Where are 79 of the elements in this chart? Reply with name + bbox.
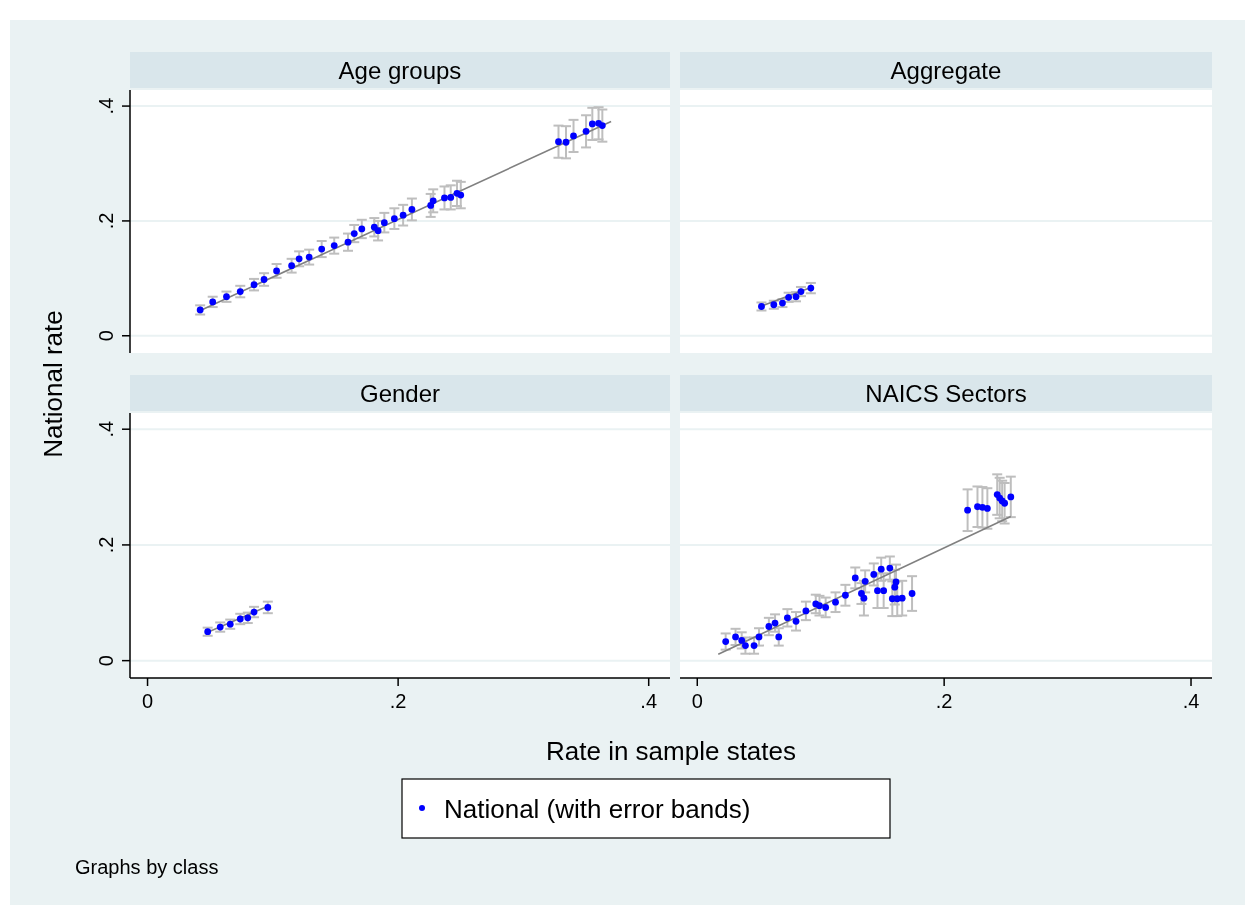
point xyxy=(742,642,749,649)
point xyxy=(441,194,448,202)
y-axis-title: National rate xyxy=(38,310,68,458)
point xyxy=(399,211,407,219)
point xyxy=(295,255,303,263)
point xyxy=(305,253,313,261)
point xyxy=(822,604,830,611)
point xyxy=(870,571,878,578)
chart-title: Aggregate xyxy=(890,57,1002,84)
point xyxy=(816,602,823,610)
x-tick-label: .2 xyxy=(389,690,407,712)
point xyxy=(908,590,916,597)
point xyxy=(264,604,272,611)
point xyxy=(783,614,791,622)
chart-title: Gender xyxy=(359,380,441,407)
point xyxy=(447,193,455,201)
point xyxy=(588,120,596,128)
point xyxy=(765,623,773,630)
chart-title: Age groups xyxy=(338,57,462,84)
point xyxy=(429,197,437,205)
point xyxy=(842,591,849,599)
y-tick-label: .4 xyxy=(95,97,117,115)
point xyxy=(555,138,562,146)
point xyxy=(792,617,800,625)
point xyxy=(860,594,868,602)
point xyxy=(983,505,991,512)
point xyxy=(738,636,746,644)
point xyxy=(344,238,352,246)
y-tick-label: .2 xyxy=(95,212,117,230)
point xyxy=(722,638,730,645)
point xyxy=(861,577,869,585)
text: Graphs by class xyxy=(75,856,219,878)
point xyxy=(562,138,570,146)
point xyxy=(832,598,839,606)
x-tick-label: .2 xyxy=(935,690,953,712)
point xyxy=(350,230,358,237)
y-tick-label: .2 xyxy=(95,536,117,554)
point xyxy=(288,262,296,270)
point xyxy=(874,587,881,595)
y-tick-label: 0 xyxy=(95,330,117,342)
x-axis-title: Rate in sample states xyxy=(545,736,797,766)
point xyxy=(755,633,763,641)
point xyxy=(1007,493,1015,501)
point xyxy=(358,225,366,233)
chart-title: NAICS Sectors xyxy=(865,380,1027,407)
y-tick-label: 0 xyxy=(95,655,117,667)
point xyxy=(330,242,338,250)
legend-label: National (with error bands) xyxy=(444,794,751,824)
point xyxy=(260,276,268,283)
x-tick-label: .4 xyxy=(640,690,658,712)
y-tick-label: .4 xyxy=(95,420,117,438)
point xyxy=(408,206,416,213)
point xyxy=(582,127,590,135)
point xyxy=(877,565,885,573)
point xyxy=(964,506,971,514)
point xyxy=(273,267,280,275)
point xyxy=(457,191,465,199)
x-tick-label: .4 xyxy=(1182,690,1200,712)
point xyxy=(851,574,859,582)
x-tick-label: 0 xyxy=(141,690,154,712)
point xyxy=(898,594,906,602)
point xyxy=(732,633,739,641)
point xyxy=(802,607,810,615)
point xyxy=(250,281,258,289)
point xyxy=(236,288,244,295)
point xyxy=(880,587,888,595)
point xyxy=(771,619,779,627)
point xyxy=(891,583,899,591)
point xyxy=(886,564,894,572)
x-tick-label: 0 xyxy=(691,690,703,712)
point xyxy=(390,215,398,223)
point xyxy=(374,227,382,235)
point xyxy=(750,642,758,649)
point xyxy=(598,122,606,129)
point xyxy=(570,132,577,140)
point xyxy=(380,219,388,227)
point xyxy=(775,633,783,641)
point xyxy=(892,578,900,586)
point xyxy=(318,245,326,253)
